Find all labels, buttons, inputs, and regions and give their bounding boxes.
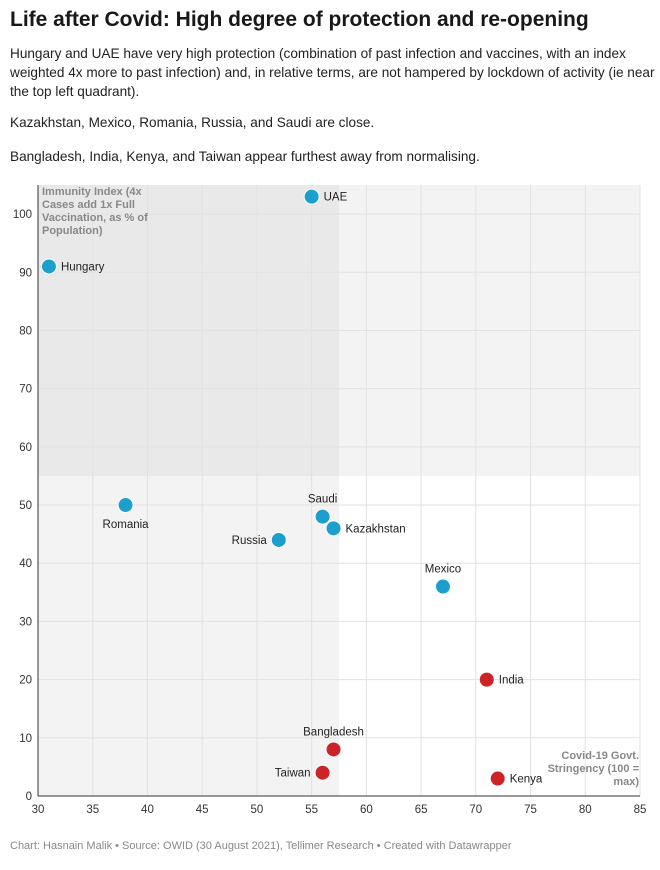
x-tick-label: 35 — [86, 804, 99, 816]
x-axis-title-line: Stringency (100 = — [548, 763, 639, 775]
data-label-kenya: Kenya — [510, 774, 543, 786]
unshaded-quadrant-bottom-right — [339, 475, 640, 796]
data-label-taiwan: Taiwan — [275, 768, 311, 780]
data-label-kazakhstan: Kazakhstan — [346, 523, 406, 535]
x-tick-label: 50 — [251, 804, 264, 816]
data-point-bangladesh — [325, 741, 342, 758]
data-point-hungary — [40, 258, 57, 275]
x-tick-label: 40 — [141, 804, 154, 816]
data-label-hungary: Hungary — [61, 261, 105, 273]
data-label-mexico: Mexico — [425, 564, 461, 576]
data-label-india: India — [499, 675, 525, 687]
x-tick-label: 70 — [469, 804, 482, 816]
description-paragraph-1: Hungary and UAE have very high protectio… — [10, 46, 655, 99]
x-tick-label: 80 — [579, 804, 592, 816]
data-point-mexico — [434, 578, 451, 595]
data-point-india — [478, 671, 495, 688]
y-tick-label: 90 — [19, 267, 32, 279]
y-tick-label: 40 — [19, 558, 32, 570]
y-tick-label: 30 — [19, 616, 32, 628]
data-label-uae: UAE — [324, 192, 348, 204]
y-tick-label: 80 — [19, 325, 32, 337]
description-paragraph-3: Bangladesh, India, Kenya, and Taiwan app… — [10, 149, 480, 164]
data-point-kazakhstan — [325, 520, 342, 537]
data-label-romania: Romania — [103, 519, 150, 531]
y-tick-label: 20 — [19, 675, 32, 687]
y-tick-label: 0 — [26, 791, 32, 803]
y-axis-title-line: Cases add 1x Full — [42, 199, 135, 211]
x-axis-title-line: Covid-19 Govt. — [561, 750, 639, 762]
data-label-saudi: Saudi — [308, 494, 337, 506]
data-point-russia — [270, 531, 287, 548]
y-tick-label: 60 — [19, 442, 32, 454]
data-point-taiwan — [314, 764, 331, 781]
y-axis-title-line: Immunity Index (4x — [42, 186, 143, 198]
data-point-romania — [117, 497, 134, 514]
x-tick-label: 55 — [305, 804, 318, 816]
y-axis-title-line: Vaccination, as % of — [42, 212, 148, 224]
chart-title: Life after Covid: High degree of protect… — [10, 8, 589, 31]
x-tick-label: 65 — [415, 804, 428, 816]
x-tick-label: 75 — [524, 804, 537, 816]
y-tick-label: 70 — [19, 384, 32, 396]
data-point-kenya — [489, 770, 506, 787]
data-label-bangladesh: Bangladesh — [303, 726, 364, 738]
x-tick-label: 30 — [32, 804, 45, 816]
y-tick-label: 100 — [13, 209, 32, 221]
data-point-uae — [303, 188, 320, 205]
x-axis-title-line: max) — [613, 776, 639, 788]
y-tick-label: 10 — [19, 733, 32, 745]
y-axis-title-line: Population) — [42, 225, 103, 237]
chart-footer: Chart: Hasnain Malik • Source: OWID (30 … — [10, 840, 512, 852]
x-tick-label: 85 — [634, 804, 647, 816]
description-paragraph-2: Kazakhstan, Mexico, Romania, Russia, and… — [10, 115, 375, 130]
x-tick-label: 45 — [196, 804, 209, 816]
data-label-russia: Russia — [232, 535, 268, 547]
y-tick-label: 50 — [19, 500, 32, 512]
data-point-saudi — [314, 508, 331, 525]
x-tick-label: 60 — [360, 804, 373, 816]
